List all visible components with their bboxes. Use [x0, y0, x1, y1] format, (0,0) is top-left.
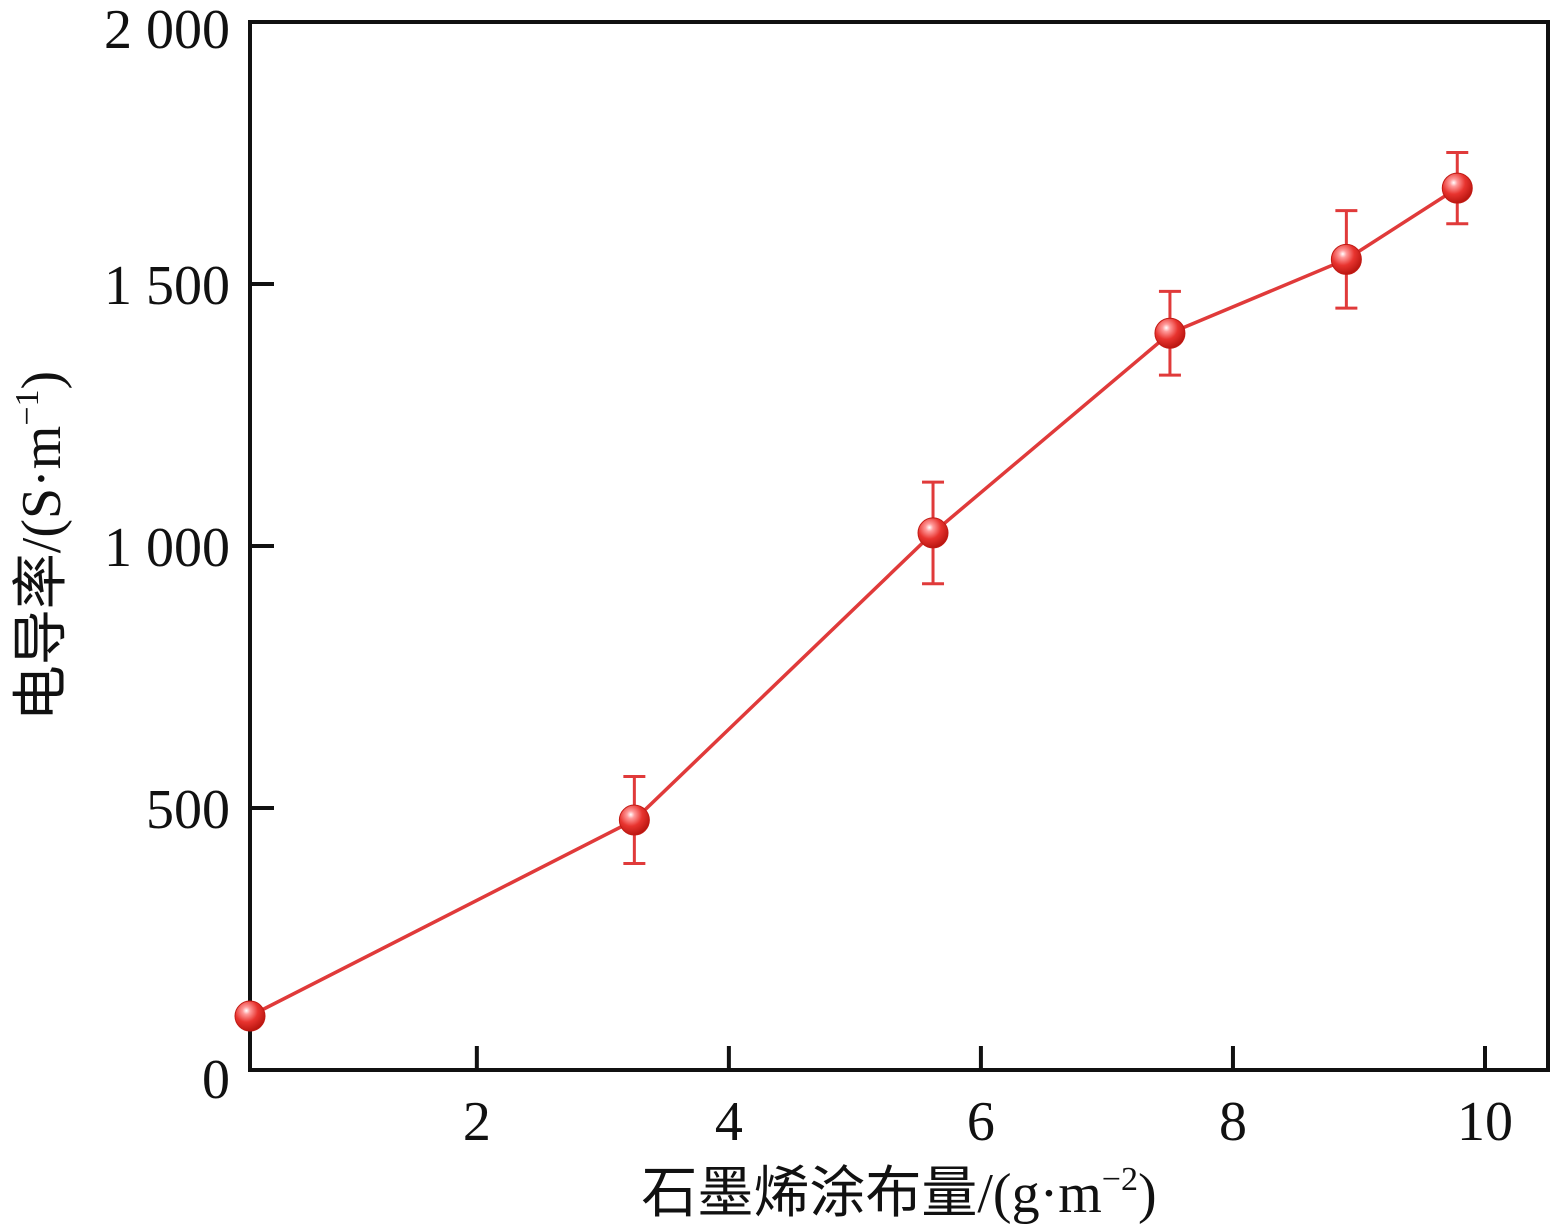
x-tick-label: 8 — [1219, 1091, 1247, 1153]
plot-frame — [248, 20, 1550, 1072]
data-point — [1330, 243, 1362, 275]
x-tick-label: 4 — [715, 1091, 743, 1153]
y-tick-label: 500 — [146, 779, 230, 841]
data-point — [1441, 172, 1473, 204]
series-line — [249, 186, 1459, 1018]
x-axis-title: 石墨烯涂布量/(g·m−2) — [641, 1161, 1156, 1225]
y-tick-label: 2 000 — [104, 0, 230, 61]
series-layer — [234, 150, 1473, 1032]
y-tick-label: 1 000 — [104, 517, 230, 579]
y-axis-title: 电导率/(S·m−1) — [9, 371, 73, 721]
data-point — [917, 517, 949, 549]
y-axis-ticks: 0 500 1 000 1 500 2 000 — [104, 0, 274, 1111]
y-tick-label: 0 — [202, 1049, 230, 1111]
data-point — [234, 1000, 266, 1032]
data-point — [1154, 317, 1186, 349]
x-axis-ticks: 2 4 6 8 10 — [463, 1046, 1513, 1153]
data-point — [618, 804, 650, 836]
x-tick-label: 2 — [463, 1091, 491, 1153]
x-tick-label: 10 — [1457, 1091, 1513, 1153]
x-tick-label: 6 — [967, 1091, 995, 1153]
y-tick-label: 1 500 — [104, 255, 230, 317]
